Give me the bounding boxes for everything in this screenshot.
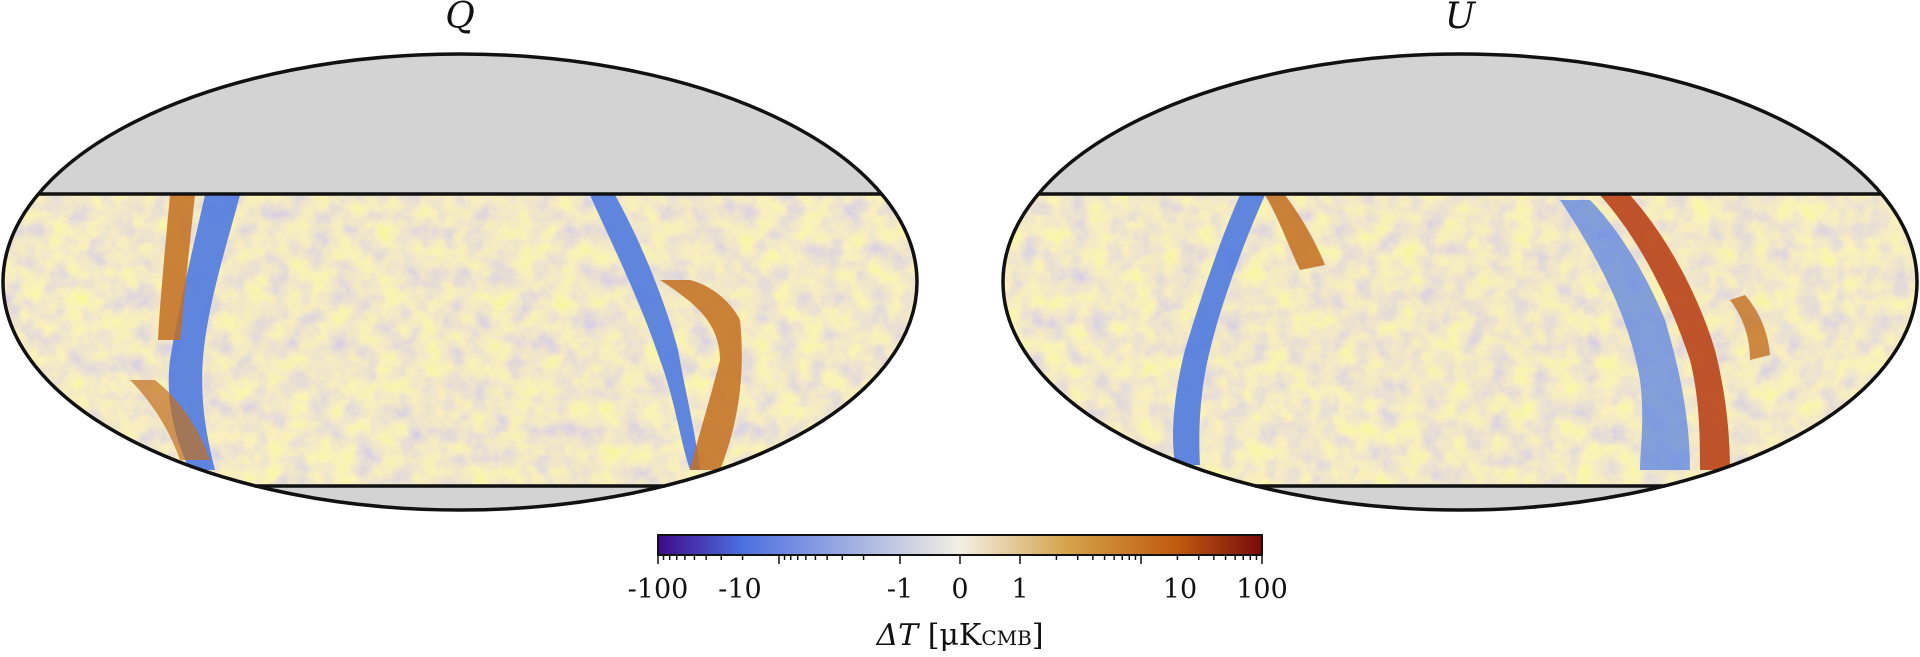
colorbar: -100 -10 -1 0 1 10 100 ΔT [μKCMB]	[628, 532, 1288, 657]
colorbar-title-unit-sub: CMB	[981, 626, 1032, 650]
map-panel-q: Q	[0, 0, 920, 520]
colorbar-title-unit: μK	[939, 618, 982, 653]
map-panel-u: U	[1000, 0, 1920, 520]
colorbar-title: ΔT [μKCMB]	[876, 618, 1044, 653]
mollweide-map-q	[1, 52, 919, 512]
colorbar-gradient	[657, 534, 1263, 564]
map-title-q: Q	[445, 0, 475, 37]
mollweide-map-u	[1001, 52, 1919, 512]
mask-top-q	[3, 54, 917, 194]
colorbar-tick-label: 0	[951, 574, 969, 605]
mask-bottom-u	[1003, 486, 1917, 510]
map-outline-u	[1001, 52, 1919, 512]
map-outline-q	[1, 52, 919, 512]
mask-bottom-q	[3, 486, 917, 510]
mask-top-u	[1003, 54, 1917, 194]
colorbar-tick-label: -10	[718, 574, 762, 605]
colorbar-tick-label: -1	[886, 574, 914, 605]
colorbar-tick-label: 100	[1236, 574, 1288, 605]
colorbar-title-symbol: ΔT	[876, 618, 919, 653]
map-title-u: U	[1444, 0, 1476, 37]
colorbar-tick-label: -100	[627, 574, 689, 605]
colorbar-tick-label: 1	[1011, 574, 1029, 605]
colorbar-tick-label: 10	[1162, 574, 1198, 605]
